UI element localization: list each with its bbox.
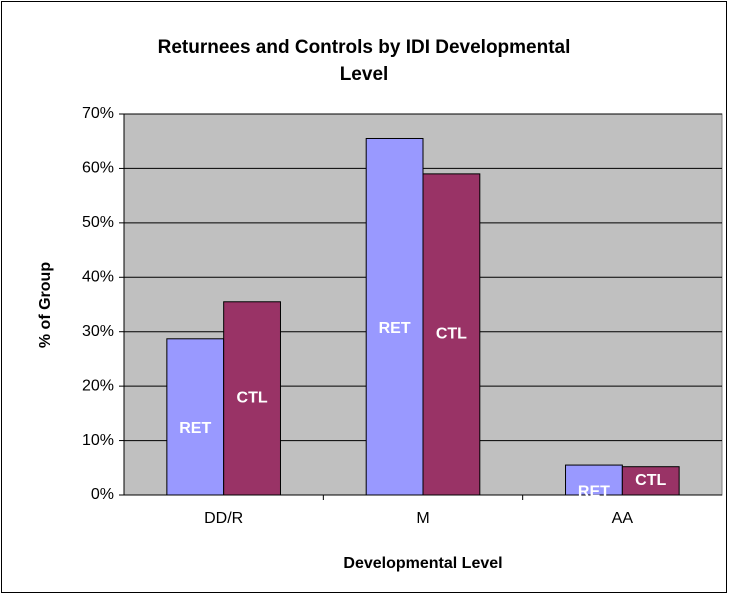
y-tick-label: 60%	[82, 160, 114, 177]
bar	[223, 301, 281, 496]
bar-label: RET	[578, 483, 610, 500]
x-tick-label: AA	[612, 510, 634, 527]
y-tick-label: 10%	[82, 432, 114, 449]
y-axis-label: % of Group	[37, 262, 54, 348]
bar-label: RET	[379, 320, 411, 337]
bar	[422, 173, 481, 496]
x-axis-label: Developmental Level	[343, 555, 502, 572]
bar-label: CTL	[635, 472, 666, 489]
x-tick-label: DD/R	[204, 510, 243, 527]
bar	[621, 466, 680, 496]
bar-label: RET	[179, 420, 211, 437]
y-tick-label: 30%	[82, 323, 114, 340]
bar	[166, 338, 225, 496]
bar	[365, 137, 424, 496]
y-tick-label: 0%	[91, 486, 114, 503]
y-tick-label: 50%	[82, 214, 114, 231]
bar-label: CTL	[436, 326, 467, 343]
bar-label: CTL	[237, 390, 268, 407]
chart-title: Returnees and Controls by IDI Developmen…	[157, 37, 571, 85]
y-tick-label: 70%	[82, 105, 114, 122]
y-tick-label: 20%	[82, 377, 114, 394]
y-tick-label: 40%	[82, 269, 114, 286]
x-tick-label: M	[416, 510, 429, 527]
